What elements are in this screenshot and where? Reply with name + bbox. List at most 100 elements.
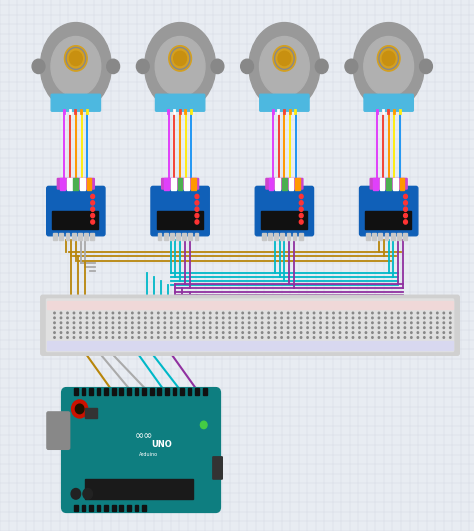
Circle shape bbox=[294, 317, 295, 319]
Circle shape bbox=[183, 312, 185, 314]
Circle shape bbox=[145, 327, 146, 329]
Circle shape bbox=[216, 317, 218, 319]
Circle shape bbox=[248, 322, 250, 323]
Circle shape bbox=[125, 322, 127, 323]
Circle shape bbox=[274, 322, 276, 323]
Circle shape bbox=[262, 312, 263, 314]
Bar bbox=[281, 233, 284, 240]
Circle shape bbox=[210, 317, 211, 319]
Circle shape bbox=[216, 312, 218, 314]
Ellipse shape bbox=[259, 37, 309, 96]
Circle shape bbox=[54, 312, 55, 314]
Circle shape bbox=[333, 317, 334, 319]
Circle shape bbox=[112, 312, 114, 314]
Circle shape bbox=[112, 337, 114, 338]
Bar bbox=[195, 233, 199, 240]
Circle shape bbox=[118, 312, 120, 314]
Circle shape bbox=[93, 337, 94, 338]
Circle shape bbox=[60, 327, 62, 329]
Bar bbox=[262, 233, 265, 240]
Circle shape bbox=[91, 201, 94, 205]
Circle shape bbox=[118, 332, 120, 333]
Circle shape bbox=[346, 322, 347, 323]
Circle shape bbox=[268, 337, 269, 338]
Circle shape bbox=[320, 317, 321, 319]
FancyBboxPatch shape bbox=[365, 211, 411, 229]
Circle shape bbox=[80, 337, 81, 338]
Circle shape bbox=[359, 312, 360, 314]
Circle shape bbox=[346, 317, 347, 319]
Circle shape bbox=[151, 327, 153, 329]
FancyBboxPatch shape bbox=[62, 388, 220, 512]
FancyBboxPatch shape bbox=[266, 178, 303, 189]
Bar bbox=[189, 233, 192, 240]
Circle shape bbox=[365, 322, 367, 323]
Circle shape bbox=[91, 194, 94, 199]
Circle shape bbox=[443, 327, 445, 329]
Circle shape bbox=[60, 312, 62, 314]
Circle shape bbox=[430, 327, 431, 329]
Circle shape bbox=[268, 317, 269, 319]
Circle shape bbox=[177, 332, 179, 333]
Circle shape bbox=[437, 332, 438, 333]
Circle shape bbox=[346, 332, 347, 333]
Circle shape bbox=[378, 332, 380, 333]
Circle shape bbox=[60, 332, 62, 333]
Circle shape bbox=[333, 327, 334, 329]
Circle shape bbox=[410, 317, 412, 319]
Circle shape bbox=[273, 46, 296, 71]
Bar bbox=[400, 178, 404, 190]
Circle shape bbox=[222, 327, 224, 329]
Circle shape bbox=[404, 312, 406, 314]
Circle shape bbox=[203, 312, 204, 314]
Bar bbox=[373, 233, 376, 240]
Circle shape bbox=[410, 332, 412, 333]
Circle shape bbox=[398, 317, 399, 319]
Bar bbox=[164, 178, 169, 190]
Circle shape bbox=[112, 322, 114, 323]
Circle shape bbox=[294, 327, 295, 329]
Ellipse shape bbox=[364, 37, 413, 96]
Circle shape bbox=[391, 332, 392, 333]
Circle shape bbox=[195, 207, 199, 211]
Circle shape bbox=[190, 337, 191, 338]
Circle shape bbox=[197, 322, 198, 323]
Circle shape bbox=[385, 322, 386, 323]
Circle shape bbox=[118, 322, 120, 323]
Circle shape bbox=[417, 312, 419, 314]
Circle shape bbox=[385, 327, 386, 329]
Circle shape bbox=[72, 400, 88, 418]
Circle shape bbox=[222, 322, 224, 323]
Circle shape bbox=[171, 327, 172, 329]
Circle shape bbox=[333, 312, 334, 314]
Circle shape bbox=[183, 337, 185, 338]
Circle shape bbox=[294, 322, 295, 323]
Circle shape bbox=[210, 332, 211, 333]
Bar bbox=[289, 178, 293, 190]
Bar bbox=[127, 388, 131, 395]
Circle shape bbox=[197, 317, 198, 319]
Circle shape bbox=[398, 312, 399, 314]
Circle shape bbox=[449, 317, 451, 319]
Circle shape bbox=[183, 327, 185, 329]
Circle shape bbox=[164, 317, 165, 319]
Circle shape bbox=[138, 322, 139, 323]
Bar bbox=[104, 505, 108, 511]
Circle shape bbox=[132, 332, 133, 333]
Circle shape bbox=[255, 322, 256, 323]
Circle shape bbox=[281, 337, 283, 338]
Circle shape bbox=[145, 332, 146, 333]
Circle shape bbox=[262, 322, 263, 323]
Circle shape bbox=[73, 337, 75, 338]
Circle shape bbox=[385, 337, 386, 338]
Circle shape bbox=[430, 312, 431, 314]
Circle shape bbox=[262, 317, 263, 319]
Circle shape bbox=[73, 312, 75, 314]
Circle shape bbox=[307, 317, 308, 319]
Bar bbox=[80, 178, 85, 190]
Circle shape bbox=[326, 337, 328, 338]
FancyBboxPatch shape bbox=[155, 95, 205, 112]
Circle shape bbox=[313, 322, 315, 323]
Circle shape bbox=[93, 322, 94, 323]
Circle shape bbox=[307, 332, 308, 333]
